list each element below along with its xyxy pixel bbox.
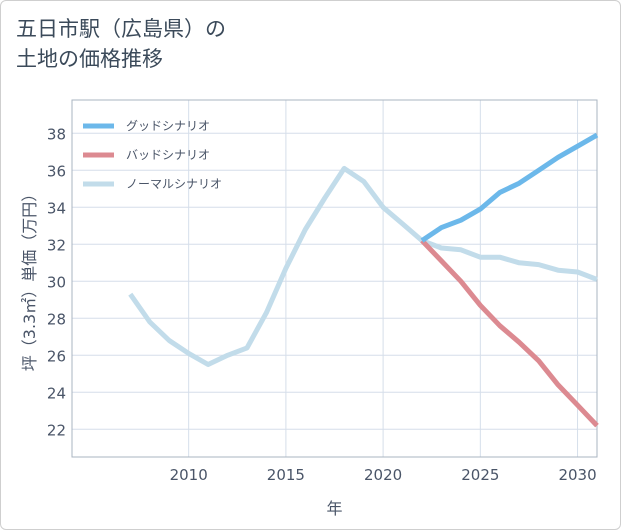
legend-item-normal[interactable]: ノーマルシナリオ (83, 177, 222, 191)
chart-title: 五日市駅（広島県）の 土地の価格推移 (16, 14, 226, 74)
y-tick-label: 24 (47, 384, 66, 402)
legend-label: バッドシナリオ (126, 148, 210, 162)
y-tick-label: 26 (47, 347, 66, 365)
chart-title-line-1: 五日市駅（広島県）の (16, 17, 226, 41)
y-tick-label: 34 (47, 199, 66, 217)
y-tick-label: 22 (47, 421, 66, 439)
series-lines (128, 132, 599, 428)
x-tick-label: 2020 (364, 466, 402, 484)
legend-item-bad[interactable]: バッドシナリオ (83, 148, 210, 162)
x-tick-label: 2025 (461, 466, 499, 484)
legend-item-good[interactable]: グッドシナリオ (83, 119, 210, 133)
x-axis-ticks: 2010 2015 2020 2025 2030 (170, 466, 597, 484)
normal-scenario-line (128, 165, 598, 367)
y-tick-label: 30 (47, 273, 66, 291)
x-tick-label: 2010 (170, 466, 208, 484)
y-tick-label: 28 (47, 310, 66, 328)
good-scenario-line (420, 132, 599, 243)
x-tick-label: 2030 (558, 466, 596, 484)
y-tick-label: 38 (47, 125, 66, 143)
legend-label: グッドシナリオ (126, 119, 210, 133)
chart-title-line-2: 土地の価格推移 (16, 47, 163, 71)
x-tick-label: 2015 (267, 466, 305, 484)
y-tick-label: 36 (47, 162, 66, 180)
legend-label: ノーマルシナリオ (126, 177, 222, 191)
y-tick-label: 32 (47, 236, 66, 254)
y-axis-label: 坪（3.3㎡）単価（万円） (20, 186, 39, 371)
x-axis-label: 年 (326, 499, 342, 518)
y-axis-ticks: 22 24 26 28 30 32 34 36 38 (47, 125, 66, 439)
grid (72, 100, 597, 457)
bad-scenario-line (420, 238, 599, 428)
